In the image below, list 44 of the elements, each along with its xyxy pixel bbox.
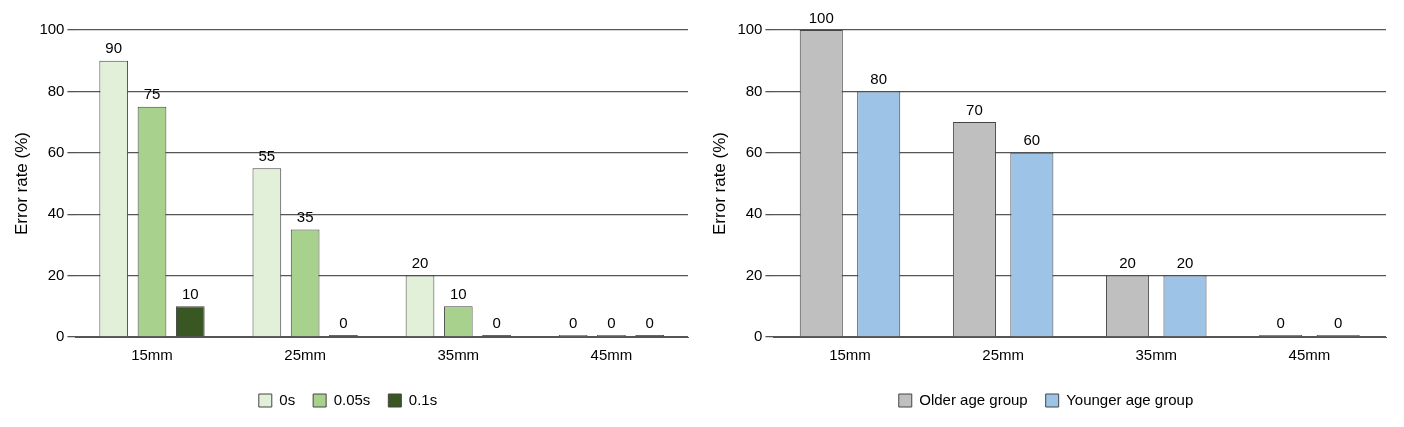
- x-tick-label: 25mm: [982, 346, 1024, 364]
- data-label: 80: [870, 70, 888, 88]
- data-label: 90: [105, 39, 123, 57]
- y-tick-label: 40: [745, 204, 763, 222]
- y-tick-label: 40: [47, 204, 65, 222]
- data-label: 20: [411, 254, 429, 272]
- x-tick-label: 45mm: [1288, 346, 1331, 364]
- y-tick-label: 60: [745, 142, 763, 160]
- y-tick-label: 0: [754, 327, 763, 345]
- y-tick-label: 100: [39, 20, 65, 38]
- legend-label: Younger age group: [1066, 390, 1194, 408]
- legend-label: Older age group: [919, 390, 1028, 408]
- data-label: 0: [607, 313, 616, 331]
- data-label: 70: [966, 100, 983, 118]
- data-label: 10: [449, 284, 467, 302]
- data-label: 60: [1023, 131, 1041, 149]
- y-tick-label: 20: [47, 265, 65, 283]
- data-label: 10: [181, 284, 199, 302]
- x-tick-label: 45mm: [590, 346, 633, 364]
- data-label: 0: [492, 313, 501, 331]
- data-label: 20: [1119, 254, 1136, 272]
- data-label: 0: [339, 313, 348, 331]
- data-label: 0: [645, 313, 654, 331]
- data-label: 20: [1176, 254, 1194, 272]
- x-tick-label: 35mm: [437, 346, 480, 364]
- legend-label: 0.1s: [408, 390, 438, 408]
- data-label: 0: [568, 313, 578, 331]
- y-tick-label: 80: [745, 81, 763, 99]
- data-label: 0: [1333, 313, 1343, 331]
- y-tick-label: 0: [56, 327, 65, 345]
- y-tick-label: 100: [737, 20, 763, 38]
- legend-label: 0.05s: [333, 390, 371, 408]
- y-tick-label: 20: [745, 265, 763, 283]
- x-tick-label: 35mm: [1135, 346, 1178, 364]
- data-label: 100: [808, 8, 834, 26]
- data-label: 0: [1276, 313, 1285, 331]
- y-tick-label: 80: [47, 81, 65, 99]
- x-tick-label: 15mm: [829, 346, 871, 364]
- x-tick-label: 25mm: [284, 346, 326, 364]
- y-axis-title: Error rate (%): [709, 132, 729, 235]
- legend-label: 0s: [279, 390, 296, 408]
- x-tick-label: 15mm: [131, 346, 173, 364]
- y-tick-label: 60: [47, 142, 65, 160]
- y-axis-title: Error rate (%): [11, 132, 31, 235]
